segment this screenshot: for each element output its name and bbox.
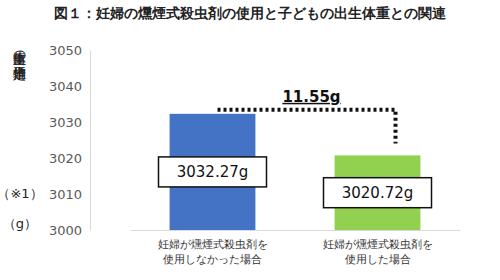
y-tick: 3020 (49, 151, 90, 166)
y-tick-label: 3020 (49, 151, 82, 166)
x-tick-label-line: 使用した場合 (345, 253, 411, 266)
x-tick-label-line: 妊婦が燻煙式殺虫剤を (158, 238, 268, 251)
y-tick-label: 3030 (49, 115, 82, 130)
y-tick: 3000 (49, 223, 90, 238)
x-axis: 妊婦が燻煙式殺虫剤を使用しなかった場合妊婦が燻煙式殺虫剤を使用した場合 (131, 230, 461, 266)
y-tick-label: 3010 (49, 187, 82, 202)
x-tick-label: 妊婦が燻煙式殺虫剤を使用した場合 (323, 238, 433, 266)
chart-title: 図１：妊婦の燻煙式殺虫剤の使用と子どもの出生体重との関連 (54, 5, 447, 21)
x-tick-label: 妊婦が燻煙式殺虫剤を使用しなかった場合 (158, 238, 268, 266)
data-label: 3020.72g (342, 184, 414, 202)
y-axis-line (90, 51, 91, 231)
y-tick-label: 3000 (49, 223, 82, 238)
y-tick: 3040 (49, 79, 90, 94)
chart-container: 図１：妊婦の燻煙式殺虫剤の使用と子どもの出生体重との関連出生体重の推定平均値 （※… (0, 0, 500, 280)
data-labels: 3032.27g 3020.72g (159, 157, 432, 208)
x-tick-label-line: 使用しなかった場合 (163, 253, 262, 266)
data-label-box (159, 157, 267, 187)
annotation: 11.55g (282, 88, 340, 106)
x-axis-line (131, 230, 461, 231)
y-axis-label: 出生体重の推定平均値 (13, 42, 28, 81)
y-tick: 3050 (49, 43, 90, 58)
data-label: 3032.27g (177, 163, 249, 181)
y-axis: 3000 3010 3020 3030 3040 3050 (49, 43, 91, 238)
x-tick-label-line: 妊婦が燻煙式殺虫剤を (323, 238, 433, 251)
y-tick-label: 3050 (49, 43, 82, 58)
bars (170, 114, 421, 230)
y-tick-label: 3040 (49, 79, 82, 94)
y-tick: 3030 (49, 115, 90, 130)
y-tick: 3010 (49, 187, 90, 202)
bar (170, 114, 256, 230)
chart-svg: 図１：妊婦の燻煙式殺虫剤の使用と子どもの出生体重との関連出生体重の推定平均値 （※… (0, 0, 500, 280)
x-tick: 妊婦が燻煙式殺虫剤を使用した場合 (323, 230, 433, 266)
bar (335, 155, 421, 230)
annotation-bracket (218, 110, 396, 144)
y-axis-label: （g） (3, 216, 37, 231)
y-axis-label: （※1） (0, 186, 43, 201)
x-tick: 妊婦が燻煙式殺虫剤を使用しなかった場合 (158, 230, 268, 266)
data-label-box (324, 178, 432, 208)
